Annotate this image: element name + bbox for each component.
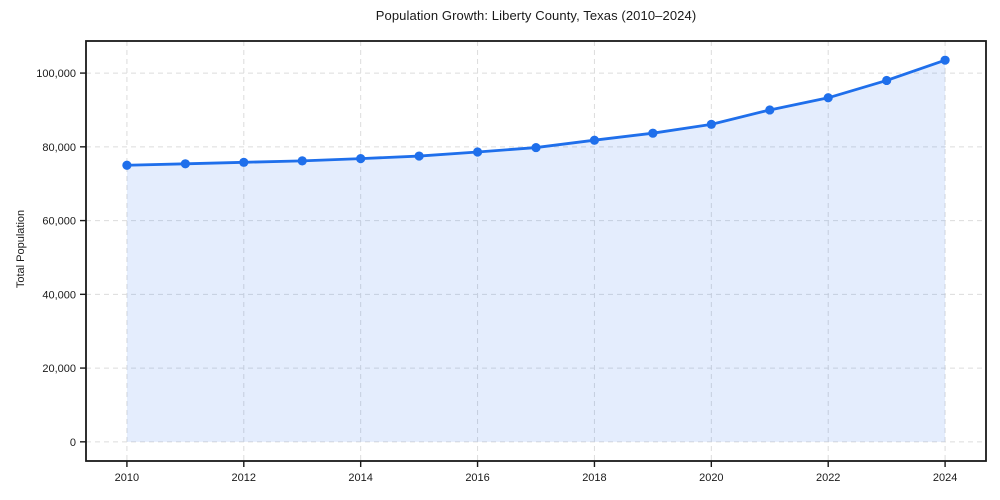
data-point xyxy=(882,75,892,86)
y-tick-label: 100,000 xyxy=(36,68,76,80)
chart-title: Population Growth: Liberty County, Texas… xyxy=(375,8,697,23)
y-tick-label: 0 xyxy=(70,437,76,449)
data-point xyxy=(472,147,483,157)
data-point xyxy=(180,159,190,169)
data-point xyxy=(765,105,775,115)
data-point xyxy=(940,55,950,65)
data-point xyxy=(414,151,424,161)
plot-border xyxy=(85,40,987,462)
data-point xyxy=(239,157,249,167)
y-tick-label: 80,000 xyxy=(42,142,76,154)
area-fill xyxy=(126,60,946,442)
x-tick-label: 2016 xyxy=(465,472,489,484)
x-tick-label: 2022 xyxy=(816,472,840,484)
x-tick-label: 2024 xyxy=(933,472,957,484)
data-point xyxy=(356,154,366,164)
data-point xyxy=(122,160,132,170)
x-tick-label: 2010 xyxy=(115,472,139,484)
y-tick-label: 20,000 xyxy=(42,363,76,375)
y-tick-label: 40,000 xyxy=(42,289,76,301)
x-tick-label: 2012 xyxy=(232,472,256,484)
data-point xyxy=(589,135,600,145)
data-point xyxy=(823,93,833,103)
data-point xyxy=(706,119,716,129)
data-point xyxy=(531,142,541,153)
y-tick-label: 60,000 xyxy=(42,216,76,228)
x-tick-label: 2018 xyxy=(582,472,606,484)
data-point xyxy=(297,156,307,166)
x-tick-label: 2014 xyxy=(348,472,372,484)
x-tick-label: 2020 xyxy=(699,472,723,484)
data-point xyxy=(648,128,658,138)
